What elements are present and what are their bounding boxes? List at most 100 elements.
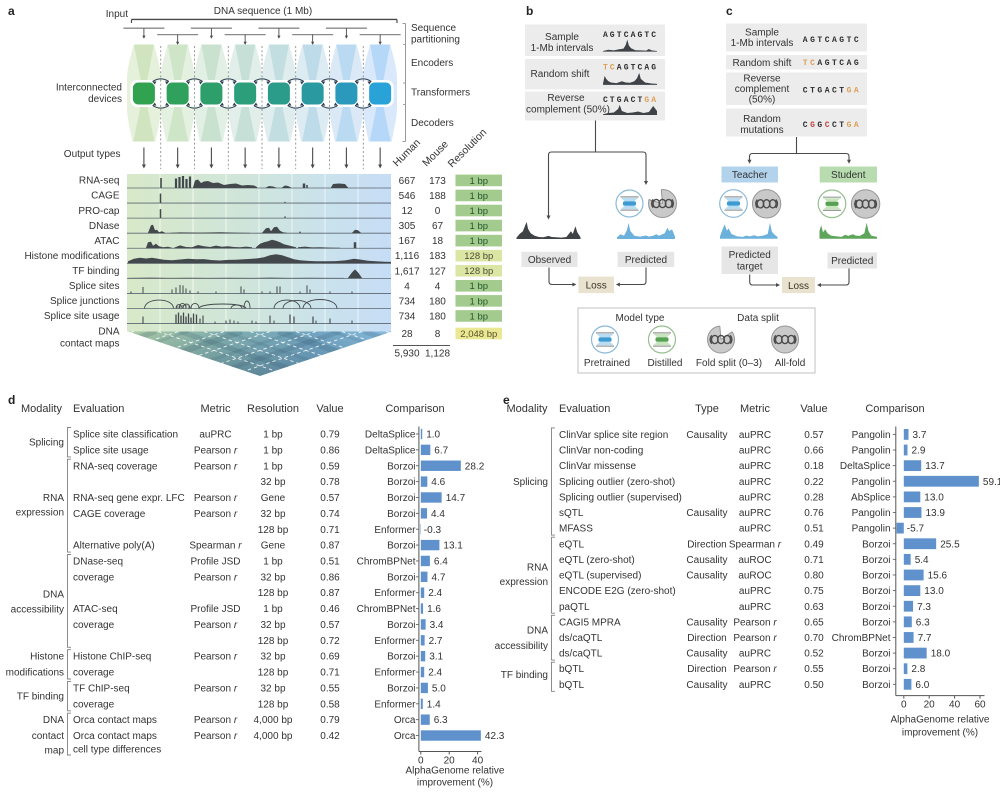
svg-text:auROC: auROC — [738, 571, 771, 582]
svg-text:13.0: 13.0 — [924, 492, 944, 503]
svg-text:0.71: 0.71 — [320, 525, 340, 536]
svg-text:Pangolin: Pangolin — [852, 524, 891, 535]
svg-text:2.4: 2.4 — [428, 588, 442, 599]
svg-text:A: A — [817, 59, 822, 68]
svg-text:Borzoi: Borzoi — [387, 461, 415, 472]
svg-text:13.1: 13.1 — [443, 541, 463, 552]
svg-text:Interconnected: Interconnected — [56, 83, 122, 94]
svg-text:Pretrained: Pretrained — [584, 358, 630, 369]
svg-text:0.87: 0.87 — [320, 588, 340, 599]
svg-text:improvement (%): improvement (%) — [417, 777, 493, 788]
svg-text:1 bp: 1 bp — [263, 430, 283, 441]
svg-text:Fold split (0–3): Fold split (0–3) — [696, 358, 762, 369]
svg-text:Evaluation: Evaluation — [73, 403, 124, 415]
svg-text:auPRC: auPRC — [739, 430, 771, 441]
svg-text:Sample: Sample — [545, 32, 579, 43]
svg-text:C: C — [631, 96, 636, 105]
svg-text:Causality: Causality — [686, 617, 727, 628]
svg-text:Decoders: Decoders — [411, 118, 454, 129]
svg-text:Pearson r: Pearson r — [194, 620, 238, 631]
svg-text:0: 0 — [901, 700, 907, 711]
svg-text:127: 127 — [429, 266, 446, 277]
svg-text:Pearson r: Pearson r — [194, 715, 238, 726]
svg-text:32 bp: 32 bp — [260, 509, 285, 520]
svg-text:2.8: 2.8 — [911, 664, 925, 675]
svg-text:DNA: DNA — [527, 625, 548, 636]
svg-text:A: A — [825, 87, 830, 96]
svg-text:G: G — [817, 87, 822, 96]
svg-text:5,930: 5,930 — [394, 348, 419, 359]
svg-text:Spearman r: Spearman r — [189, 541, 242, 552]
svg-text:0.46: 0.46 — [320, 604, 340, 615]
svg-text:0.79: 0.79 — [320, 430, 340, 441]
svg-text:complement (50%): complement (50%) — [526, 105, 610, 116]
svg-text:Mouse: Mouse — [420, 138, 451, 169]
svg-text:0.70: 0.70 — [804, 633, 824, 644]
svg-text:4,000 bp: 4,000 bp — [254, 731, 293, 742]
svg-text:3.4: 3.4 — [430, 620, 444, 631]
svg-text:1-Mb intervals: 1-Mb intervals — [731, 38, 794, 49]
svg-text:Direction: Direction — [687, 539, 726, 550]
svg-text:1.4: 1.4 — [427, 699, 441, 710]
svg-text:Histone ChIP-seq: Histone ChIP-seq — [73, 652, 151, 663]
svg-text:5.0: 5.0 — [432, 684, 446, 695]
svg-text:Pearson r: Pearson r — [194, 572, 238, 583]
svg-text:1 bp: 1 bp — [470, 176, 489, 187]
svg-text:0.74: 0.74 — [320, 509, 340, 520]
svg-text:Pangolin: Pangolin — [852, 477, 891, 488]
svg-text:DeltaSplice: DeltaSplice — [365, 445, 416, 456]
svg-text:Pangolin: Pangolin — [852, 430, 891, 441]
svg-text:Orca: Orca — [394, 715, 416, 726]
svg-text:A: A — [854, 121, 859, 130]
svg-text:A: A — [854, 87, 859, 96]
svg-text:Splice site usage: Splice site usage — [73, 445, 149, 456]
svg-text:accessibility: accessibility — [495, 641, 548, 652]
svg-text:CAGE coverage: CAGE coverage — [73, 509, 146, 520]
svg-text:Data split: Data split — [737, 313, 779, 324]
svg-text:Resolution: Resolution — [446, 126, 490, 170]
svg-text:Teacher: Teacher — [732, 170, 768, 181]
svg-text:Metric: Metric — [201, 403, 231, 415]
svg-text:ClinVar non-coding: ClinVar non-coding — [559, 446, 643, 457]
svg-text:DeltaSplice: DeltaSplice — [840, 461, 891, 472]
svg-text:T: T — [839, 87, 844, 96]
svg-text:auPRC: auPRC — [739, 649, 771, 660]
svg-text:T: T — [603, 64, 608, 73]
svg-text:0.57: 0.57 — [320, 620, 340, 631]
svg-text:12: 12 — [401, 206, 413, 217]
svg-text:Borzoi: Borzoi — [387, 509, 415, 520]
svg-text:ATAC-seq: ATAC-seq — [73, 604, 118, 615]
svg-text:1.6: 1.6 — [427, 604, 441, 615]
svg-text:C: C — [825, 121, 830, 130]
svg-text:PRO-cap: PRO-cap — [78, 206, 120, 217]
svg-text:59.1: 59.1 — [983, 477, 1000, 488]
svg-text:Splicing outlier (supervised): Splicing outlier (supervised) — [559, 492, 682, 503]
svg-text:0.71: 0.71 — [320, 668, 340, 679]
svg-text:Pangolin: Pangolin — [852, 446, 891, 457]
svg-text:Loss: Loss — [788, 281, 809, 292]
svg-text:546: 546 — [399, 191, 416, 202]
svg-text:auPRC: auPRC — [739, 477, 771, 488]
svg-text:Borzoi: Borzoi — [862, 539, 890, 550]
svg-text:Orca contact maps: Orca contact maps — [73, 731, 157, 742]
svg-text:T: T — [637, 96, 642, 105]
svg-text:AlphaGenome relative: AlphaGenome relative — [891, 715, 990, 726]
svg-text:ChromBPNet: ChromBPNet — [357, 604, 416, 615]
svg-text:128 bp: 128 bp — [258, 636, 289, 647]
svg-text:0.78: 0.78 — [320, 477, 340, 488]
svg-text:Splicing: Splicing — [513, 477, 548, 488]
svg-text:0.71: 0.71 — [804, 555, 824, 566]
svg-text:1,617: 1,617 — [394, 266, 419, 277]
svg-text:0.86: 0.86 — [320, 445, 340, 456]
svg-text:1-Mb intervals: 1-Mb intervals — [531, 43, 594, 54]
svg-text:40: 40 — [949, 700, 961, 711]
svg-text:128 bp: 128 bp — [464, 251, 493, 262]
svg-text:3.1: 3.1 — [429, 652, 443, 663]
svg-text:32 bp: 32 bp — [260, 620, 285, 631]
svg-text:T: T — [644, 31, 649, 40]
svg-text:Borzoi: Borzoi — [387, 493, 415, 504]
svg-text:0.18: 0.18 — [804, 461, 824, 472]
svg-text:Splicing: Splicing — [29, 438, 64, 449]
svg-text:paQTL: paQTL — [559, 602, 590, 613]
svg-text:coverage: coverage — [73, 620, 115, 631]
